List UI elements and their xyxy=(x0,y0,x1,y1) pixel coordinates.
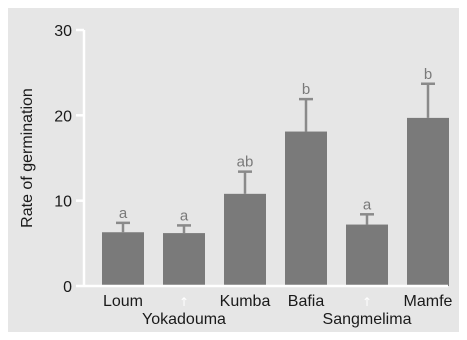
category-label-6: Mamfe xyxy=(404,293,453,310)
bar-3 xyxy=(224,193,266,286)
category-label-1: Loum xyxy=(103,293,143,310)
significance-label-2: a xyxy=(180,207,189,224)
significance-label-1: a xyxy=(119,205,128,222)
ditto-arrow-2: ↑ xyxy=(179,295,189,309)
bar-1 xyxy=(102,232,144,286)
group-label-yokadouma: Yokadouma xyxy=(142,311,226,328)
y-tick-label-10: 10 xyxy=(54,194,72,211)
y-tick-label-20: 20 xyxy=(54,108,72,125)
significance-label-4: b xyxy=(302,81,310,98)
category-label-4: Bafia xyxy=(288,293,325,310)
bar-5 xyxy=(346,224,388,286)
significance-label-6: b xyxy=(424,66,432,83)
significance-label-5: a xyxy=(363,196,372,213)
bar-6 xyxy=(407,117,449,286)
ditto-arrow-5: ↑ xyxy=(362,295,372,309)
y-tick-label-30: 30 xyxy=(54,23,72,40)
chart-panel: a a ab b a b 0 10 20 30 Rate of germination Loum ↑ Ku… xyxy=(8,8,459,332)
y-tick-label-0: 0 xyxy=(63,279,72,296)
y-axis-title: Rate of germination xyxy=(19,88,36,228)
significance-label-3: ab xyxy=(237,154,254,171)
group-label-sangmelima: Sangmelima xyxy=(323,311,412,328)
category-label-3: Kumba xyxy=(220,293,271,310)
bar-2 xyxy=(163,233,205,286)
bar-4 xyxy=(285,131,327,286)
